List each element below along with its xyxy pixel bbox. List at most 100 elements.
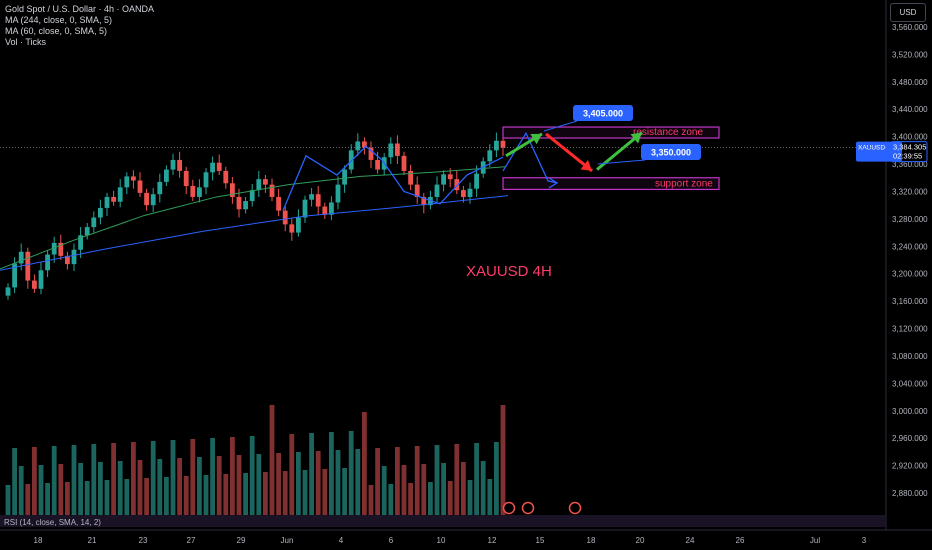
price-tick-label: 3,520.000: [892, 50, 928, 59]
time-tick-label: 3: [862, 536, 867, 545]
volume-bar: [131, 442, 136, 515]
price-tick-label: 3,080.000: [892, 352, 928, 361]
price-tick-label: 3,160.000: [892, 297, 928, 306]
candle-body: [335, 184, 341, 203]
volume-bar: [487, 479, 493, 515]
volume-bar: [190, 439, 196, 515]
candle-body: [71, 249, 77, 265]
volume-bar: [388, 484, 394, 515]
volume-bar: [84, 481, 90, 515]
volume-bar: [500, 405, 506, 515]
candle-body: [183, 170, 189, 186]
candle-body: [408, 170, 413, 185]
volume-bar: [447, 481, 453, 515]
volume-bar: [263, 472, 268, 515]
candle-body: [98, 207, 103, 218]
chart-drawings[interactable]: resistance zone support zone 3,405.000 3,35…: [0, 105, 886, 515]
volume-bar: [223, 474, 229, 515]
volume-bar: [342, 468, 347, 515]
current-price-label: 3,384.305: [893, 143, 926, 152]
volume-bar: [368, 485, 374, 515]
candle-body: [289, 224, 295, 233]
legend-title[interactable]: Gold Spot / U.S. Dollar · 4h · OANDA: [5, 4, 155, 14]
red-arrow-down-head-icon: [580, 159, 592, 171]
candle-body: [91, 217, 97, 228]
support-zone-label: support zone: [655, 178, 713, 189]
volume-bar: [381, 466, 387, 515]
volume-bar: [362, 412, 367, 515]
candle-body: [256, 179, 262, 191]
candle-body: [368, 147, 374, 160]
candle-body: [5, 287, 11, 296]
candle-body: [12, 263, 17, 288]
candle-body: [395, 143, 400, 156]
label-low-price: 3,350.000: [651, 148, 691, 158]
volume-bar: [296, 452, 301, 515]
volume-bar: [480, 461, 486, 515]
volume-bar: [428, 482, 433, 515]
volume-bar: [249, 436, 255, 515]
volume-bar: [117, 461, 123, 515]
volume-bar: [210, 438, 215, 515]
candle-body: [45, 254, 50, 271]
candle-body: [348, 150, 354, 170]
volume-bar: [494, 442, 499, 515]
currency-button[interactable]: USD: [890, 3, 926, 22]
legend-ma-244[interactable]: MA (244, close, 0, SMA, 5): [5, 15, 113, 25]
candle-body: [117, 187, 123, 202]
candle-body: [282, 210, 288, 225]
volume-bar: [25, 484, 31, 515]
candle-body: [342, 169, 347, 185]
volume-bar: [216, 456, 222, 515]
price-axis[interactable]: 3,560.000 3,520.000 3,480.000 3,440.000 3,40…: [856, 0, 928, 530]
price-tick-label: 3,480.000: [892, 78, 928, 87]
label-low-price-box: [641, 144, 701, 160]
price-tick-label: 2,960.000: [892, 434, 928, 443]
countdown-label: 02:39:55: [893, 152, 922, 161]
volume-bar: [71, 445, 77, 515]
volume-bar: [441, 463, 446, 515]
volume-bar: [177, 458, 182, 515]
candle-body: [32, 280, 37, 289]
support-zone-box: [502, 177, 720, 191]
time-axis[interactable]: 18 21 23 27 29 Jun 4 6 10 12 15 18 20 24 26 Jul 3: [0, 529, 932, 545]
candle-body: [210, 162, 215, 173]
time-tick-label: 15: [536, 536, 545, 545]
candle-body: [302, 199, 308, 218]
chart-legend: Gold Spot / U.S. Dollar · 4h · OANDA MA …: [5, 4, 154, 48]
volume-bar: [375, 448, 380, 515]
volume-bar: [58, 464, 64, 515]
candle-body: [401, 155, 407, 171]
candle-body: [276, 196, 281, 211]
legend-ma-60[interactable]: MA (60, close, 0, SMA, 5): [5, 26, 108, 36]
candle-body: [243, 201, 248, 210]
candle-body: [441, 174, 446, 185]
candle-body: [84, 227, 90, 236]
volume-bar: [137, 460, 143, 515]
candle-body: [65, 255, 70, 265]
candle-body: [216, 162, 222, 171]
price-tick-label: 3,560.000: [892, 23, 928, 32]
price-tick-label: 3,320.000: [892, 187, 928, 196]
time-tick-label: 18: [34, 536, 43, 545]
candle-body: [164, 169, 169, 182]
candle-body: [487, 150, 493, 162]
price-tick-label: 3,120.000: [892, 325, 928, 334]
candle-body: [25, 251, 31, 281]
price-tick-label: 3,200.000: [892, 270, 928, 279]
candle-body: [230, 183, 235, 197]
volume-bar: [355, 449, 361, 515]
candle-body: [296, 217, 301, 233]
candle-body: [355, 141, 361, 151]
volume-bar: [144, 478, 149, 515]
volume-bar: [395, 447, 400, 515]
candle-body: [249, 190, 255, 202]
volume-bar: [461, 462, 466, 515]
volume-bar: [434, 445, 440, 515]
volume-bar: [256, 454, 262, 515]
legend-volume[interactable]: Vol · Ticks: [5, 37, 47, 47]
candle-body: [329, 202, 334, 215]
candle-body: [421, 196, 427, 206]
volume-bar: [335, 450, 341, 515]
